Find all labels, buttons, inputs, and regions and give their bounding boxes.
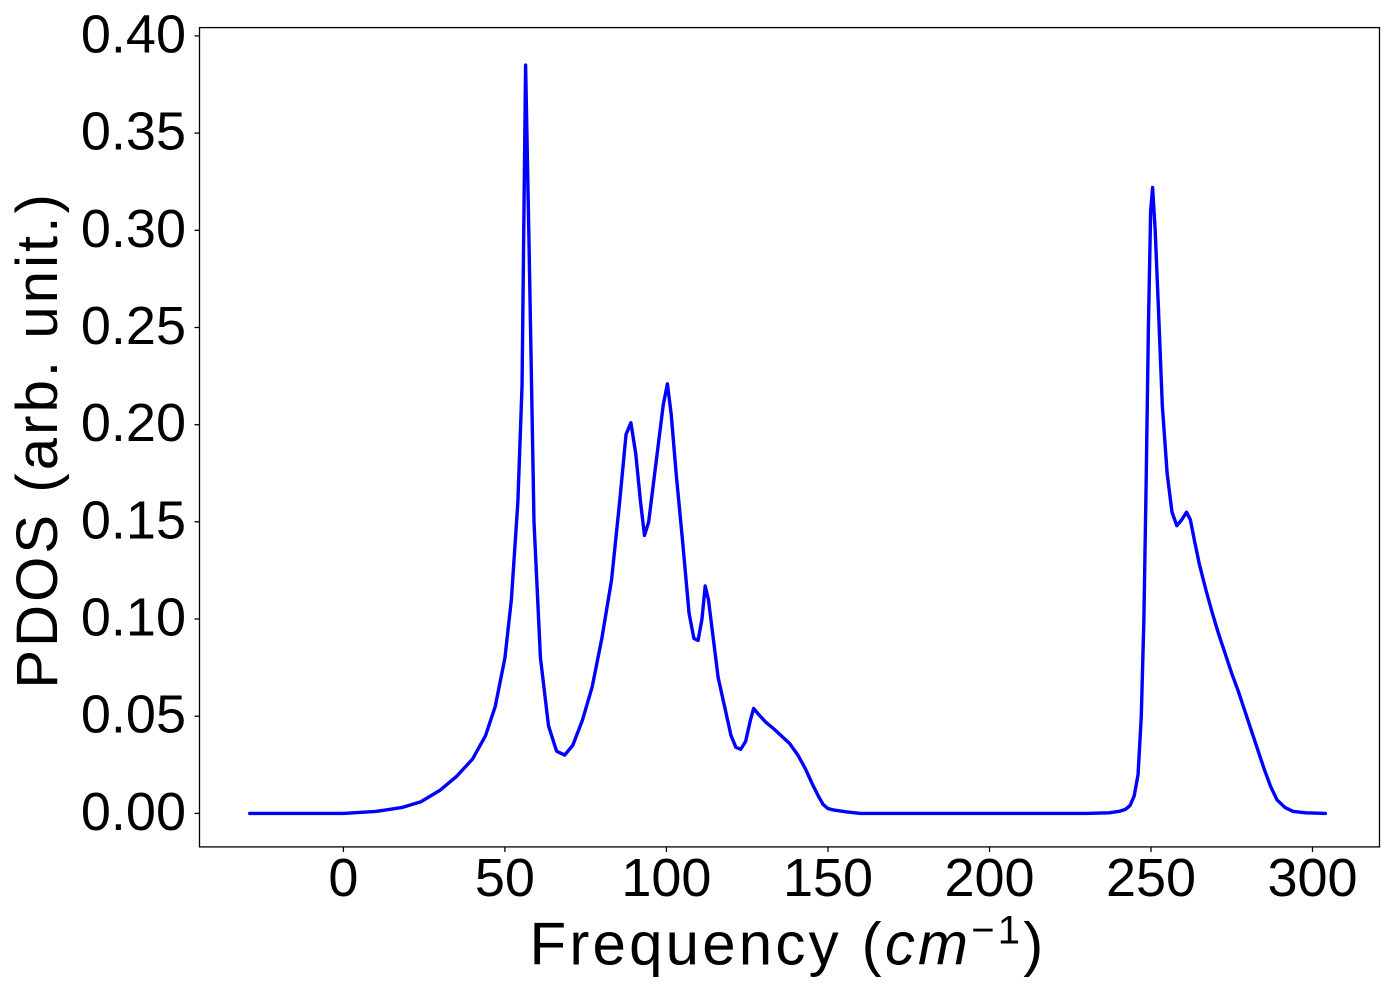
svg-text:Frequency (cm−1): Frequency (cm−1)	[530, 909, 1047, 978]
svg-text:0.40: 0.40	[81, 4, 186, 64]
svg-text:0.00: 0.00	[81, 782, 186, 842]
svg-text:0.30: 0.30	[81, 199, 186, 259]
svg-text:300: 300	[1267, 848, 1357, 908]
svg-text:50: 50	[475, 848, 535, 908]
svg-text:0.10: 0.10	[81, 588, 186, 648]
svg-text:100: 100	[621, 848, 711, 908]
svg-text:150: 150	[783, 848, 873, 908]
svg-text:0.35: 0.35	[81, 102, 186, 162]
svg-text:0.20: 0.20	[81, 393, 186, 453]
svg-text:PDOS (arb. unit.): PDOS (arb. unit.)	[5, 191, 70, 688]
svg-text:250: 250	[1106, 848, 1196, 908]
svg-text:0: 0	[328, 848, 358, 908]
svg-text:0.05: 0.05	[81, 685, 186, 745]
svg-text:0.25: 0.25	[81, 296, 186, 356]
svg-text:200: 200	[944, 848, 1034, 908]
svg-text:0.15: 0.15	[81, 490, 186, 550]
